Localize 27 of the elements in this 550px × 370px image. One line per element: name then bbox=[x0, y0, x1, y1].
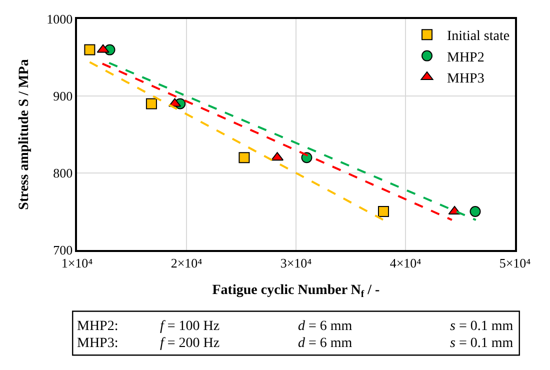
point bbox=[146, 98, 157, 110]
x-tick-label: 4×10⁴ bbox=[390, 255, 422, 270]
x-tick-label: 3×10⁴ bbox=[280, 255, 312, 270]
point bbox=[238, 152, 250, 164]
text: MHP3: bbox=[77, 336, 118, 351]
y-tick-label: 800 bbox=[53, 166, 73, 181]
text: f = 200 Hz bbox=[160, 336, 220, 351]
x-axis-title: Fatigue cyclic Number N$_{f}$ / - bbox=[212, 283, 380, 300]
text: f = 100 Hz bbox=[160, 319, 220, 334]
point bbox=[378, 206, 389, 217]
y-tick-label: 700 bbox=[53, 242, 73, 258]
legend-label: Initial state bbox=[447, 29, 510, 44]
point bbox=[470, 206, 481, 217]
text: MHP2: bbox=[77, 319, 118, 334]
y-tick-label: 1000 bbox=[46, 12, 73, 27]
x-tick-label: 2×10⁴ bbox=[170, 255, 203, 270]
legend-label: MHP3 bbox=[447, 71, 484, 86]
text: s = 0.1 mm bbox=[450, 336, 514, 351]
point bbox=[84, 44, 96, 56]
text: d = 6 mm bbox=[298, 319, 352, 334]
y-axis-title: Stress amplitude S / MPa bbox=[16, 59, 32, 210]
x-tick-label: 5×10⁴ bbox=[499, 255, 532, 270]
text: s = 0.1 mm bbox=[450, 319, 514, 334]
text: d = 6 mm bbox=[298, 336, 352, 351]
y-tick-label: 900 bbox=[53, 88, 73, 104]
legend-label: MHP2 bbox=[447, 50, 484, 66]
x-tick-label: 1×10⁴ bbox=[61, 255, 94, 270]
